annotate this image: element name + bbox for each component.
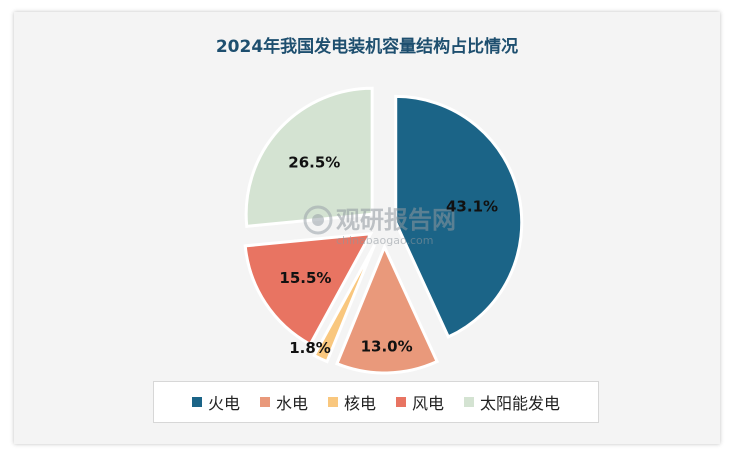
legend-swatch [396,397,406,407]
watermark-url: chinabaogao.com [336,234,434,247]
legend-item-5: 太阳能发电 [464,390,560,414]
pie-slice-3 [312,244,376,364]
chart-panel: 2024年我国发电装机容量结构占比情况 观研报告网 chinabaogao.co… [14,12,720,444]
chart-title: 2024年我国发电装机容量结构占比情况 [215,37,519,57]
legend-item-4: 风电 [396,390,444,414]
pie-slice-4 [243,232,374,347]
legend-swatch [191,397,202,407]
legend-swatch [327,397,338,407]
legend-label: 风电 [412,394,445,413]
slice-label-3: 1.8% [289,339,331,357]
slice-label-2: 13.0% [361,337,413,355]
watermark-brand: 观研报告网 [336,206,456,234]
legend-label: 火电 [207,394,240,413]
legend-label: 太阳能发电 [480,394,561,413]
legend-item-1: 火电 [191,390,240,414]
legend-swatch [259,397,270,407]
pie-slice-1 [394,94,524,339]
legend-label: 核电 [343,394,376,413]
legend-item-2: 水电 [259,390,308,414]
pie-chart: 观研报告网 chinabaogao.com 43.1% 13.0% 1.8% 15.5… [243,86,524,375]
legend-swatch [464,397,475,407]
slice-label-1: 43.1% [446,198,498,216]
watermark: 观研报告网 chinabaogao.com [303,205,456,247]
slice-label-5: 26.5% [288,154,340,172]
watermark-logo-icon [303,205,333,235]
pie-slice-5 [244,86,374,228]
slice-label-4: 15.5% [279,269,331,287]
legend-item-3: 核电 [327,390,376,414]
legend-label: 水电 [275,394,308,413]
legend: 火电 水电 核电 风电 太阳能发电 [153,381,599,423]
pie-slice-2 [334,243,440,375]
